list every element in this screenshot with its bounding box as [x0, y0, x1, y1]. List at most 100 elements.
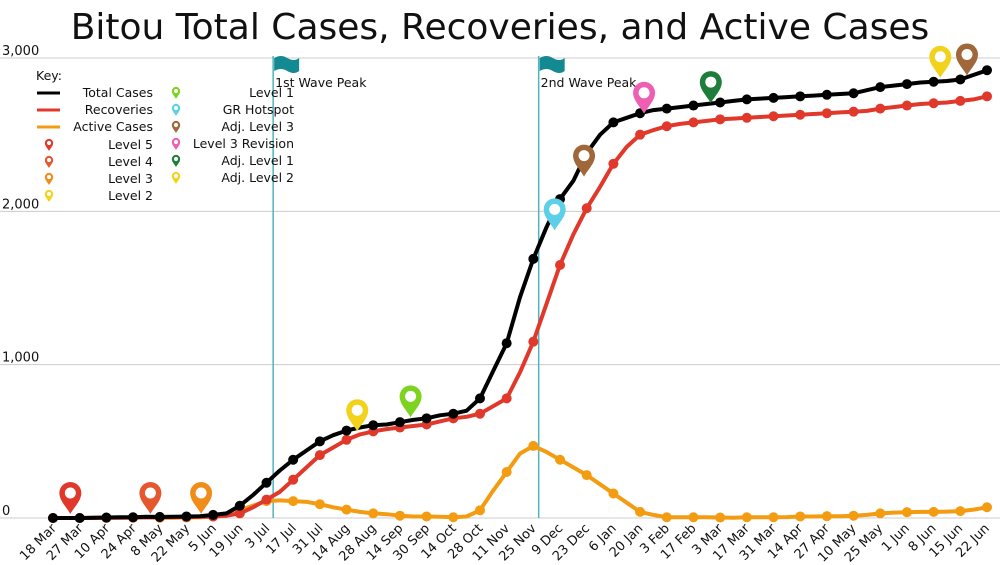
data-point	[368, 508, 379, 519]
data-point	[581, 470, 592, 481]
pin-hole	[173, 105, 179, 111]
legend: Key: Total Cases Recoveries Active Cases Lev…	[36, 68, 294, 203]
data-point	[928, 98, 939, 109]
data-point	[261, 477, 272, 488]
data-point	[955, 74, 966, 85]
flag-icon	[539, 56, 565, 73]
data-point	[901, 79, 912, 90]
legend-label: Active Cases	[73, 119, 153, 134]
pin-hole	[578, 150, 590, 162]
data-point	[661, 121, 672, 132]
data-point	[528, 336, 539, 347]
pin-hole	[351, 404, 363, 416]
legend-label: Level 1	[249, 85, 294, 100]
pin-hole	[46, 191, 52, 197]
data-point	[581, 203, 592, 214]
data-point	[848, 510, 859, 521]
data-point	[982, 65, 992, 76]
data-point	[875, 82, 886, 93]
pin-hole	[961, 48, 973, 60]
legend-pin-icon	[44, 138, 54, 151]
data-point	[661, 512, 672, 523]
data-point	[501, 338, 512, 349]
level-marker-icon	[543, 198, 566, 231]
data-point	[288, 454, 299, 465]
legend-label: Level 5	[108, 137, 153, 152]
data-point	[368, 420, 379, 431]
data-point	[555, 454, 566, 465]
legend-label: Level 4	[108, 154, 153, 169]
flag-icon	[274, 56, 300, 73]
data-point	[154, 511, 165, 522]
data-point	[74, 513, 85, 523]
data-point	[715, 97, 726, 108]
data-point	[848, 88, 859, 99]
data-point	[901, 507, 912, 518]
data-point	[448, 408, 459, 419]
pin-hole	[144, 487, 156, 499]
data-point	[341, 434, 352, 445]
data-point	[234, 508, 245, 519]
data-point	[635, 506, 646, 517]
data-point	[688, 100, 699, 111]
data-point	[848, 106, 859, 117]
y-tick-label: 3,000	[2, 44, 39, 59]
legend-pin-icon	[171, 86, 181, 99]
legend-label: Adj. Level 2	[221, 170, 294, 185]
legend-title: Key:	[36, 68, 62, 83]
legend-pin-icon	[44, 155, 54, 168]
level-marker-icon	[573, 144, 596, 177]
data-point	[501, 467, 512, 477]
data-point	[474, 393, 485, 404]
data-point	[234, 500, 245, 511]
data-point	[741, 112, 752, 123]
level-marker-icon	[346, 399, 369, 432]
legend-pin-icon	[44, 172, 54, 185]
data-point	[821, 89, 832, 100]
data-point	[101, 512, 112, 523]
series-line-active-cases	[51, 443, 989, 520]
level-marker-icon	[955, 43, 978, 76]
legend-pin-icon	[171, 137, 181, 150]
pin-hole	[195, 487, 207, 499]
data-point	[48, 513, 58, 523]
x-tick-label: 1 Jun	[879, 521, 913, 555]
data-point	[982, 91, 992, 102]
data-point	[341, 504, 352, 515]
data-point	[982, 502, 992, 513]
pin-hole	[46, 157, 52, 163]
data-point	[314, 436, 325, 447]
y-tick-label: 1,000	[2, 351, 39, 366]
legend-pin-icon	[171, 171, 181, 184]
data-point	[608, 158, 619, 169]
data-point	[288, 474, 299, 485]
level-marker-icon	[139, 482, 162, 514]
y-tick-label: 2,000	[2, 197, 39, 212]
data-point	[394, 510, 405, 521]
pin-hole	[173, 88, 179, 94]
data-point	[768, 512, 779, 523]
pin-hole	[46, 174, 52, 180]
data-point	[741, 94, 752, 105]
y-tick-label: 0	[2, 504, 10, 519]
legend-pin-icon	[171, 120, 181, 133]
data-point	[448, 512, 459, 523]
data-point	[875, 103, 886, 114]
reference-line-label: 1st Wave Peak	[275, 75, 367, 90]
legend-label: Level 3 Revision	[193, 136, 294, 151]
legend-label: Adj. Level 3	[221, 119, 294, 134]
data-point	[795, 109, 806, 120]
data-point	[501, 393, 512, 404]
data-point	[608, 117, 619, 128]
data-point	[261, 494, 272, 505]
chart-title: Bitou Total Cases, Recoveries, and Activ…	[71, 7, 930, 48]
data-point	[421, 413, 432, 424]
data-point	[421, 511, 432, 522]
data-point	[955, 95, 966, 106]
data-point	[341, 425, 352, 436]
legend-label: Recoveries	[85, 102, 153, 117]
data-point	[768, 111, 779, 122]
legend-label: GR Hotspot	[223, 102, 294, 117]
y-axis: 0 1,000 2,000 3,000	[2, 44, 39, 519]
